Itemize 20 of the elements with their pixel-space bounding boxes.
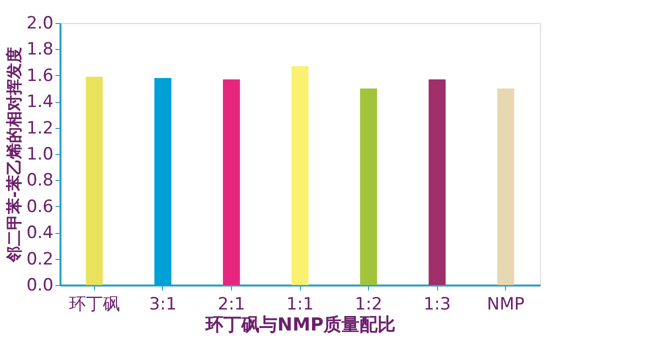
y-tick-label: 0.8 <box>26 170 54 191</box>
y-tick-label: 0.4 <box>26 223 54 244</box>
y-tick-label: 1.0 <box>26 144 54 164</box>
x-axis-title: 环丁砜与NMP质量配比 <box>204 314 396 336</box>
x-tick-label: 1:2 <box>354 294 382 314</box>
x-tick-label: 1:1 <box>286 294 314 314</box>
y-tick-label: 2.0 <box>26 14 54 34</box>
y-tick-label: 1.4 <box>26 92 54 112</box>
y-axis-title: 邻二甲苯-苯乙烯的相对挥发度 <box>4 47 24 263</box>
y-tick-label: 1.2 <box>26 118 54 138</box>
x-tick-label: 3:1 <box>149 294 177 314</box>
x-tick-label: NMP <box>486 294 525 314</box>
y-tick-label: 1.8 <box>26 40 54 60</box>
x-tick-label: 环丁砜 <box>68 294 120 314</box>
y-tick-label: 0.2 <box>26 249 54 270</box>
x-tick-label: 1:3 <box>423 294 451 314</box>
y-tick-label: 1.6 <box>26 66 54 86</box>
y-tick-label: 0.6 <box>26 196 54 217</box>
x-tick-label: 2:1 <box>218 294 246 314</box>
y-tick-label: 0.0 <box>26 276 54 296</box>
